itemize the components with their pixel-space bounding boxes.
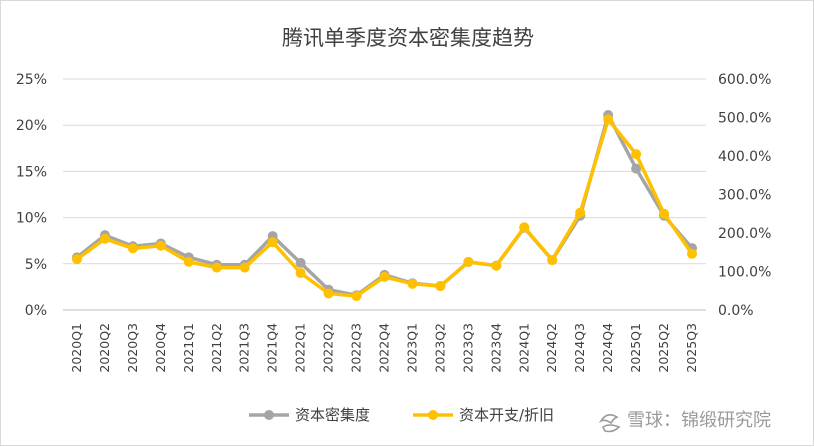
left-tick-label: 20% [16, 118, 47, 134]
x-tick-label: 2023Q1 [404, 323, 419, 373]
x-tick-label: 2020Q4 [153, 323, 168, 373]
legend-swatch-marker [264, 410, 274, 420]
data-point [267, 237, 278, 248]
x-tick-label: 2025Q1 [628, 323, 643, 373]
data-point [407, 278, 418, 289]
data-point [575, 207, 586, 218]
x-tick-label: 2023Q4 [488, 323, 503, 373]
x-tick-label: 2021Q4 [265, 323, 280, 373]
watermark-text: 雪球：锦缎研究院 [627, 410, 771, 431]
x-tick-label: 2024Q1 [516, 323, 531, 373]
left-tick-label: 10% [16, 211, 47, 227]
data-point [687, 248, 698, 259]
right-tick-label: 200.0% [718, 226, 771, 242]
right-tick-label: 600.0% [718, 72, 771, 88]
x-tick-label: 2022Q1 [293, 323, 308, 373]
legend-swatch-marker [428, 410, 438, 420]
series-2 [71, 114, 698, 302]
data-point [659, 208, 670, 219]
data-point [379, 271, 390, 282]
x-tick-label: 2020Q3 [125, 323, 140, 373]
x-tick-label: 2021Q1 [181, 323, 196, 373]
x-tick-label: 2020Q2 [97, 323, 112, 373]
legend-item: 资本开支/折旧 [413, 406, 554, 424]
left-tick-label: 25% [16, 72, 47, 88]
data-point [491, 260, 502, 271]
x-tick-label: 2023Q3 [460, 323, 475, 373]
right-tick-label: 300.0% [718, 188, 771, 204]
right-tick-label: 400.0% [718, 149, 771, 165]
series-line [75, 117, 694, 298]
watermark: 雪球：锦缎研究院 [598, 410, 771, 433]
x-axis: 2020Q1 2020Q2 2020Q3 2020Q4 2021Q1 2021Q2 2021… [69, 323, 699, 373]
x-tick-label: 2020Q1 [69, 323, 84, 373]
legend: 资本密集度 资本开支/折旧 [249, 406, 554, 424]
data-point [351, 291, 362, 302]
x-tick-label: 2024Q2 [544, 323, 559, 373]
left-tick-label: 15% [16, 164, 47, 180]
data-point [127, 243, 138, 254]
data-point [239, 262, 250, 273]
data-point [603, 114, 614, 125]
x-tick-label: 2021Q3 [237, 323, 252, 373]
x-tick-label: 2021Q2 [209, 323, 224, 373]
data-point [99, 233, 110, 244]
data-point [463, 256, 474, 267]
data-point [155, 240, 166, 251]
right-tick-label: 500.0% [718, 111, 771, 127]
right-y-axis: 0.0% 100.0% 200.0% 300.0% 400.0% 500.0% 600.0% [718, 72, 771, 319]
data-point [323, 288, 334, 299]
x-tick-label: 2022Q4 [377, 323, 392, 373]
data-point [71, 254, 82, 265]
left-tick-label: 5% [25, 257, 47, 273]
legend-label: 资本密集度 [295, 406, 370, 424]
legend-item: 资本密集度 [249, 406, 370, 424]
snowball-logo-icon [598, 413, 621, 433]
data-point [183, 256, 194, 267]
data-point [631, 149, 642, 160]
x-tick-label: 2024Q4 [600, 323, 615, 373]
data-point [295, 268, 306, 279]
data-point [547, 254, 558, 265]
x-tick-label: 2022Q3 [349, 323, 364, 373]
right-tick-label: 100.0% [718, 265, 771, 281]
legend-label: 资本开支/折旧 [459, 406, 554, 424]
data-point [211, 262, 222, 273]
series-layer [71, 110, 698, 302]
data-point [435, 281, 446, 292]
x-tick-label: 2025Q2 [656, 323, 671, 373]
gridlines [63, 78, 706, 311]
chart-title: 腾讯单季度资本密集度趋势 [282, 26, 534, 50]
right-tick-label: 0.0% [718, 303, 754, 319]
data-point [519, 222, 530, 233]
data-point [631, 163, 642, 174]
left-y-axis: 0% 5% 10% 15% 20% 25% [16, 72, 47, 319]
x-tick-label: 2023Q2 [432, 323, 447, 373]
left-tick-label: 0% [25, 303, 47, 319]
x-tick-label: 2025Q3 [684, 323, 699, 373]
data-point [295, 257, 306, 268]
x-tick-label: 2024Q3 [572, 323, 587, 373]
x-tick-label: 2022Q2 [321, 323, 336, 373]
